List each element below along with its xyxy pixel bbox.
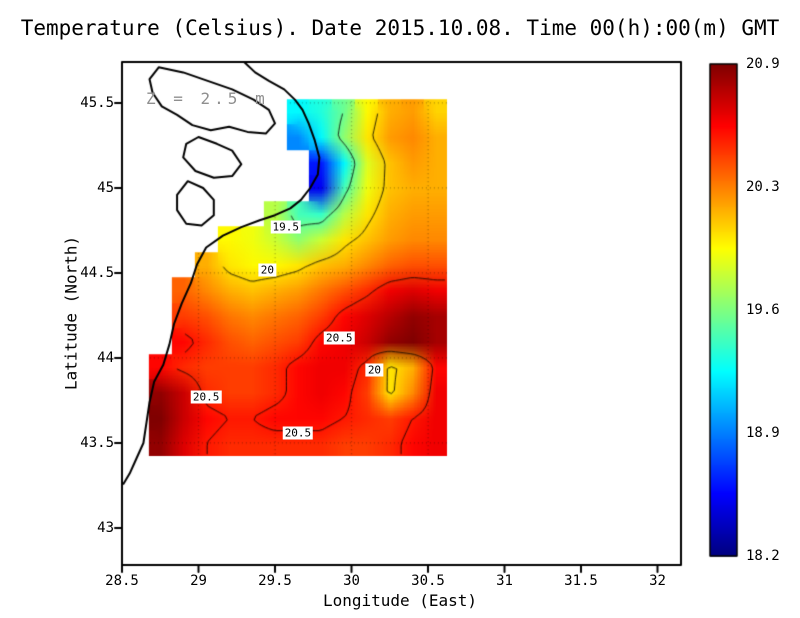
y-tick-label: 44 [97,350,114,366]
x-tick-label: 31 [496,573,513,589]
contour-label: 20 [365,363,384,377]
chart-title: Temperature (Celsius). Date 2015.10.08. … [20,16,780,40]
y-tick-label: 43 [97,520,114,536]
x-tick-label: 31.5 [564,573,598,589]
y-axis-label: Latitude (North) [61,235,81,391]
colorbar-tick-label: 20.3 [746,179,780,195]
y-tick-label: 45.5 [80,95,114,111]
x-tick-label: 30 [343,573,360,589]
colorbar-tick-label: 19.6 [746,302,780,318]
contour-label: 20.5 [190,390,222,404]
y-tick-label: 43.5 [80,435,114,451]
colorbar-tick-label: 18.9 [746,425,780,441]
x-tick-label: 32 [649,573,666,589]
y-tick-label: 44.5 [80,265,114,281]
x-tick-label: 29.5 [258,573,292,589]
contour-label: 20.5 [282,426,314,440]
x-tick-label: 30.5 [411,573,445,589]
contour-label: 19.5 [270,220,301,234]
depth-annotation: Z = 2.5 m [146,89,269,108]
colorbar-tick-label: 20.9 [746,56,780,72]
colorbar-tick-label: 18.2 [746,548,780,564]
contour-label: 20 [258,263,276,277]
contour-label: 20.5 [324,331,355,345]
x-tick-label: 28.5 [105,573,139,589]
x-tick-label: 29 [190,573,207,589]
y-tick-label: 45 [97,180,114,196]
x-axis-label: Longitude (East) [322,591,478,610]
